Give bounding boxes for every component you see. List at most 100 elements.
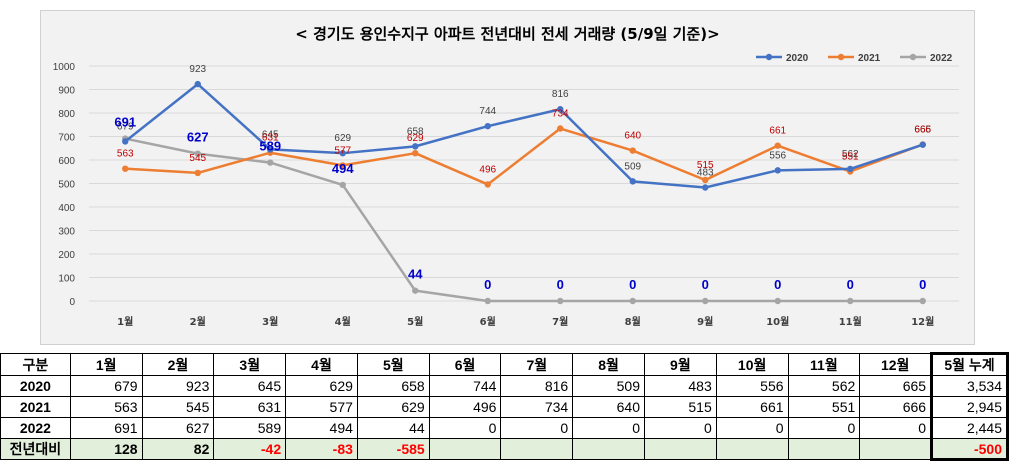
row-label: 전년대비 bbox=[0, 438, 71, 460]
series-line-2022 bbox=[124, 137, 923, 303]
table-cell bbox=[715, 438, 789, 460]
x-tick-label: 6월 bbox=[480, 316, 496, 328]
x-tick-label: 3월 bbox=[262, 316, 278, 328]
data-label-2021: 666 bbox=[914, 124, 931, 135]
legend-marker-2022 bbox=[909, 53, 917, 61]
table-row: 2021 563 545 631 577 629 496 734 640 515 661 551 666… bbox=[0, 396, 1009, 418]
x-tick-label: 1월 bbox=[117, 316, 133, 328]
data-point-2022 bbox=[412, 287, 419, 294]
data-point-2020 bbox=[484, 122, 491, 130]
table-cell: 658 bbox=[356, 375, 430, 397]
table-cell: 494 bbox=[285, 417, 358, 439]
data-point-2022 bbox=[847, 297, 854, 305]
table-header-cell: 11월 bbox=[787, 353, 861, 376]
table-cell: 589 bbox=[213, 417, 287, 439]
data-point-2021 bbox=[194, 169, 201, 177]
data-point-2020 bbox=[339, 149, 346, 157]
legend-marker-2021 bbox=[837, 53, 845, 61]
data-point-2021 bbox=[629, 147, 636, 154]
data-point-2020 bbox=[412, 143, 419, 150]
table-header-cell: 5월 bbox=[356, 353, 430, 376]
table-cell: 816 bbox=[500, 375, 574, 397]
legend-label-2022: 2022 bbox=[930, 53, 953, 64]
table-cell: 629 bbox=[356, 396, 430, 418]
table-cell: 577 bbox=[285, 396, 358, 418]
table-cell: 627 bbox=[141, 417, 215, 439]
table-cell: 551 bbox=[787, 396, 861, 418]
table-cell: -83 bbox=[285, 438, 358, 460]
legend-label-2020: 2020 bbox=[786, 53, 809, 64]
y-tick-label: 1000 bbox=[53, 62, 76, 73]
data-point-2020 bbox=[702, 184, 709, 191]
table-header-cell: 구분 bbox=[0, 353, 71, 376]
chart-title: < 경기도 용인수지구 아파트 전년대비 전세 거래량 (5/9일 기준)> bbox=[295, 25, 720, 43]
data-label-2020: 645 bbox=[262, 129, 279, 140]
x-tick-label: 7월 bbox=[552, 316, 568, 328]
data-point-2021 bbox=[412, 149, 419, 157]
table-cell: 556 bbox=[715, 375, 789, 397]
table-header-cell: 8월 bbox=[572, 353, 645, 376]
table-cell: 0 bbox=[428, 417, 502, 439]
table-cell bbox=[428, 438, 502, 460]
data-label-2021: 551 bbox=[842, 152, 859, 163]
table-cell: 640 bbox=[572, 396, 645, 418]
y-tick-label: 600 bbox=[58, 156, 75, 167]
table-cell: -42 bbox=[213, 438, 287, 460]
table-cell: 665 bbox=[859, 375, 933, 397]
data-label-2022: 691 bbox=[114, 115, 136, 130]
total-cell: 2,445 bbox=[930, 417, 1009, 439]
data-label-2021: 661 bbox=[769, 126, 786, 137]
data-point-2021 bbox=[484, 181, 491, 188]
data-label-2020: 744 bbox=[479, 106, 496, 117]
table-header-cell: 7월 bbox=[500, 353, 574, 376]
y-tick-label: 900 bbox=[58, 86, 75, 97]
data-point-2022 bbox=[267, 159, 274, 166]
legend-marker-2020 bbox=[765, 53, 773, 61]
table-cell: 734 bbox=[500, 396, 574, 418]
table-row-diff: 전년대비 128 82 -42 -83 -585 -500 bbox=[0, 438, 1009, 461]
table-cell: 496 bbox=[428, 396, 502, 418]
data-label-2020: 665 bbox=[914, 125, 931, 136]
x-tick-label: 5월 bbox=[407, 316, 423, 328]
data-point-2022 bbox=[194, 150, 201, 157]
table-cell: 563 bbox=[69, 396, 143, 418]
data-point-2022 bbox=[774, 297, 781, 305]
table-header-cell: 3월 bbox=[213, 353, 287, 376]
table-cell bbox=[643, 438, 717, 460]
table-cell: 128 bbox=[69, 438, 143, 460]
data-label-2022: 0 bbox=[557, 277, 564, 292]
data-label-2022: 589 bbox=[259, 139, 281, 154]
table-cell: 483 bbox=[643, 375, 717, 397]
series-line-2021 bbox=[125, 127, 924, 186]
table-cell bbox=[859, 438, 933, 460]
data-label-2020: 658 bbox=[407, 126, 424, 137]
table-cell: 631 bbox=[213, 396, 287, 418]
data-label-2020: 816 bbox=[552, 89, 569, 100]
data-point-2020 bbox=[847, 165, 854, 173]
data-point-2022 bbox=[557, 297, 564, 305]
table-row: 2020 679 923 645 629 658 744 816 509 483 556 562 665… bbox=[0, 375, 1009, 397]
data-table: 구분 1월 2월 3월 4월 5월 6월 7월 8월 9월 10월 11월 12월 5월 누계 2020 6… bbox=[0, 352, 1009, 461]
table-header-total: 5월 누계 bbox=[930, 352, 1009, 376]
data-point-2020 bbox=[267, 146, 274, 153]
data-label-2020: 483 bbox=[697, 167, 714, 178]
data-point-2021 bbox=[774, 142, 781, 149]
y-tick-label: 700 bbox=[58, 133, 75, 144]
line-chart: 0 100 200 300 400 500 600 700 800 900 1000 1월 2월 3월 4월… bbox=[53, 53, 959, 328]
x-tick-label: 4월 bbox=[335, 316, 351, 328]
data-label-2022: 627 bbox=[187, 130, 209, 145]
table-cell bbox=[500, 438, 574, 460]
table-cell: 666 bbox=[859, 396, 933, 418]
y-tick-label: 800 bbox=[58, 109, 75, 120]
data-label-2020: 679 bbox=[117, 121, 134, 132]
table-cell: 0 bbox=[643, 417, 717, 439]
table-cell: 629 bbox=[285, 375, 358, 397]
data-point-2022 bbox=[339, 181, 346, 189]
legend-label-2021: 2021 bbox=[858, 53, 881, 64]
data-point-2022 bbox=[702, 297, 709, 305]
data-label-2021: 515 bbox=[697, 160, 714, 171]
data-label-2020: 562 bbox=[842, 149, 859, 160]
data-label-2022: 0 bbox=[919, 277, 926, 292]
data-point-2020 bbox=[194, 80, 201, 88]
x-tick-label: 10월 bbox=[766, 316, 789, 328]
